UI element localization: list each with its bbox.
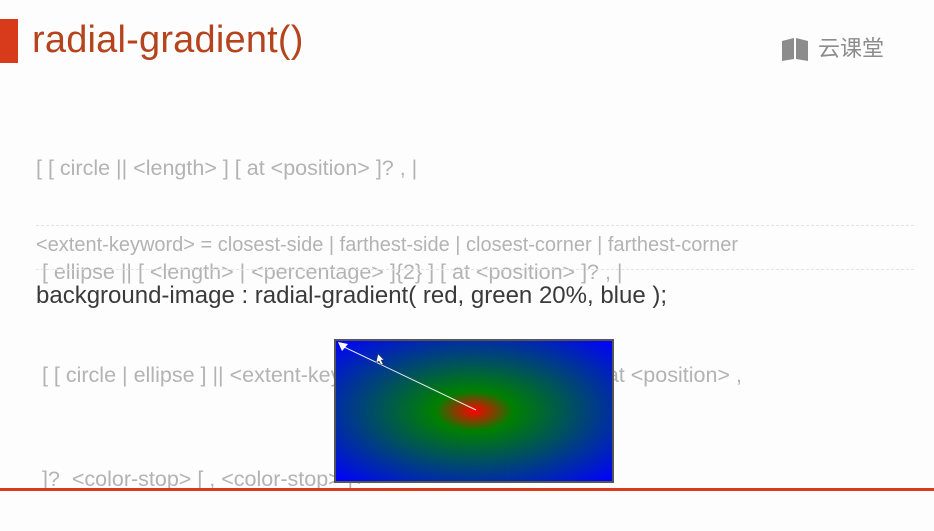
title-accent-bar [0, 19, 18, 63]
bottom-accent-line [0, 488, 934, 491]
gradient-ray-overlay [338, 342, 477, 411]
divider [36, 269, 914, 270]
brand-text: 云课堂 [818, 36, 885, 61]
brand-logo: 云课堂 [780, 34, 884, 64]
syntax-line: [ [ circle || <length> ] [ at <position>… [36, 156, 418, 180]
radial-gradient-demo-box [334, 339, 614, 483]
corner-arrow-icon [338, 342, 348, 351]
syntax-line: [ ellipse || [ <length> | <percentage> ]… [36, 259, 623, 284]
slide-title: radial-gradient() [32, 19, 304, 61]
mouse-cursor-icon [375, 353, 385, 366]
extent-keyword-definition: <extent-keyword> = closest-side | farthe… [36, 234, 738, 256]
book-icon [782, 38, 808, 61]
divider [36, 225, 914, 226]
example-code: background-image : radial-gradient( red,… [36, 282, 668, 309]
